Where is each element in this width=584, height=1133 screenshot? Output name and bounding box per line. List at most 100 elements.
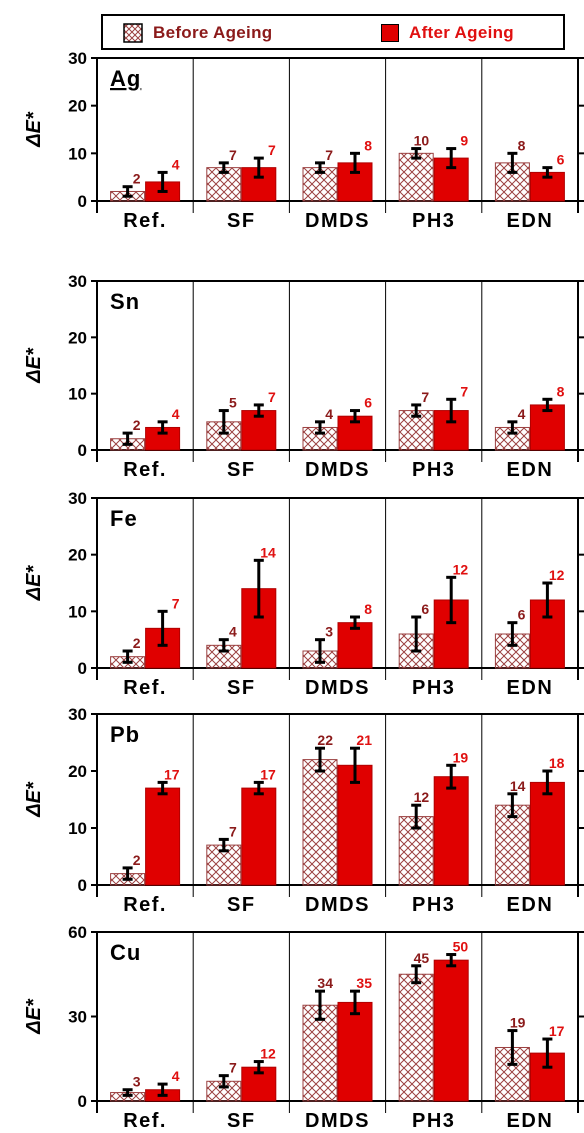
panel-fe-category-label: EDN	[507, 677, 554, 699]
panel-pb-value-label-before: 22	[317, 732, 333, 748]
panel-sn-value-label-after: 4	[172, 406, 180, 422]
panel-cu-category-label: PH3	[412, 1110, 455, 1132]
panel-cu-y-tick-label: 30	[68, 1008, 87, 1027]
panel-pb-category-label: DMDS	[305, 894, 370, 916]
panel-cu-category-label: SF	[227, 1110, 256, 1132]
panel-cu-bar-before	[398, 973, 434, 1102]
panel-ag-value-label-after: 4	[172, 156, 180, 172]
panel-fe-y-tick-label: 10	[68, 602, 87, 621]
panel-cu-bar-after	[433, 959, 469, 1102]
panel-pb-bar-after	[145, 787, 181, 886]
panel-fe-value-label-before: 6	[421, 601, 429, 617]
panel-sn-value-label-after: 6	[364, 395, 372, 411]
panel-pb-category-label: EDN	[507, 894, 554, 916]
panel-fe-value-label-after: 14	[260, 544, 276, 560]
panel-sn-value-label-before: 5	[229, 395, 237, 411]
panel-sn-value-label-before: 4	[518, 406, 526, 422]
panel-ag-value-label-before: 7	[325, 147, 333, 163]
legend-swatch-after	[381, 24, 399, 42]
panel-cu-y-label: ΔE*	[23, 998, 45, 1035]
panel-fe-y-tick-label: 20	[68, 546, 87, 565]
panel-pb-value-label-after: 17	[260, 766, 276, 782]
panel-sn-bar-after	[529, 404, 565, 451]
panel-pb-y-tick-label: 30	[68, 705, 87, 724]
panel-ag-value-label-after: 7	[268, 142, 276, 158]
panel-fe-value-label-before: 6	[518, 607, 526, 623]
panel-cu-value-label-after: 4	[172, 1068, 180, 1084]
legend-label-after: After Ageing	[409, 23, 514, 42]
panel-sn-value-label-before: 4	[325, 406, 333, 422]
panel-pb-value-label-after: 17	[164, 766, 180, 782]
panel-sn-value-label-before: 2	[133, 417, 141, 433]
panel-sn-category-label: EDN	[507, 459, 554, 481]
panel-ag-value-label-before: 8	[518, 137, 526, 153]
panel-pb-value-label-before: 7	[229, 823, 237, 839]
panel-cu-category-label: DMDS	[305, 1110, 370, 1132]
panel-cu-value-label-after: 12	[260, 1046, 276, 1062]
panel-ag-bar-before	[494, 162, 530, 202]
panel-pb-bar-after	[433, 776, 469, 886]
panel-ag-bar-after	[529, 171, 565, 202]
panel-fe-category-label: DMDS	[305, 677, 370, 699]
panel-sn-category-label: PH3	[412, 459, 455, 481]
panel-fe-value-label-after: 12	[549, 567, 565, 583]
panel-ag-y-label: ΔE*	[23, 111, 45, 148]
panel-sn-category-label: DMDS	[305, 459, 370, 481]
panel-ag-title: Ag	[110, 66, 141, 91]
panel-fe-title: Fe	[110, 506, 138, 531]
panel-pb-value-label-after: 21	[356, 732, 372, 748]
panel-sn-category-label: Ref.	[123, 459, 167, 481]
panel-pb-y-tick-label: 10	[68, 819, 87, 838]
panel-pb-bar-after	[241, 787, 277, 886]
panel-fe-category-label: Ref.	[123, 677, 167, 699]
panel-ag-bar-before	[398, 152, 434, 202]
panel-fe-value-label-before: 2	[133, 635, 141, 651]
panel-ag-category-label: Ref.	[123, 210, 167, 232]
panel-fe-category-label: PH3	[412, 677, 455, 699]
panel-sn-y-tick-label: 10	[68, 385, 87, 404]
panel-cu-value-label-after: 50	[453, 939, 469, 955]
panel-ag-value-label-before: 2	[133, 171, 141, 187]
legend-item-before: Before Ageing	[123, 22, 272, 44]
panel-ag-category-label: EDN	[507, 210, 554, 232]
panel-pb-value-label-after: 19	[453, 749, 469, 765]
panel-cu-value-label-before: 45	[414, 950, 430, 966]
panel-cu-value-label-after: 35	[356, 975, 372, 991]
panel-pb-category-label: PH3	[412, 894, 455, 916]
panel-cu-value-label-before: 7	[229, 1060, 237, 1076]
panel-sn-y-tick-label: 0	[78, 441, 87, 460]
panel-cu-category-label: EDN	[507, 1110, 554, 1132]
panel-ag-category-label: DMDS	[305, 210, 370, 232]
panel-sn-value-label-before: 7	[421, 389, 429, 405]
panel-pb-category-label: SF	[227, 894, 256, 916]
panel-ag-value-label-before: 10	[414, 133, 430, 149]
panel-ag-value-label-before: 7	[229, 147, 237, 163]
panel-fe-value-label-before: 4	[229, 624, 237, 640]
panel-fe-bar-after	[337, 622, 373, 669]
panel-cu-value-label-before: 3	[133, 1074, 141, 1090]
panel-pb-bar-before	[302, 759, 338, 886]
panel-cu-value-label-after: 17	[549, 1023, 565, 1039]
panel-pb-value-label-before: 12	[414, 789, 430, 805]
panel-pb-bar-before	[494, 804, 530, 886]
legend-item-after: After Ageing	[381, 22, 514, 44]
panel-cu-bar-after	[337, 1001, 373, 1102]
panel-ag-value-label-after: 6	[557, 152, 565, 168]
panel-pb-title: Pb	[110, 722, 140, 747]
panel-ag-category-label: PH3	[412, 210, 455, 232]
panel-sn-value-label-after: 7	[460, 383, 468, 399]
panel-fe-category-label: SF	[227, 677, 256, 699]
panel-sn-y-tick-label: 30	[68, 272, 87, 291]
panel-cu-value-label-before: 19	[510, 1015, 526, 1031]
panel-fe-y-tick-label: 0	[78, 659, 87, 678]
panel-fe-value-label-after: 12	[453, 561, 469, 577]
panel-ag-y-tick-label: 30	[68, 49, 87, 68]
panel-cu-title: Cu	[110, 940, 141, 965]
panel-sn-value-label-after: 7	[268, 389, 276, 405]
legend-swatch-before	[123, 23, 143, 43]
panel-pb-y-tick-label: 20	[68, 762, 87, 781]
panel-sn-y-label: ΔE*	[23, 347, 45, 384]
panel-fe-y-label: ΔE*	[23, 565, 45, 602]
